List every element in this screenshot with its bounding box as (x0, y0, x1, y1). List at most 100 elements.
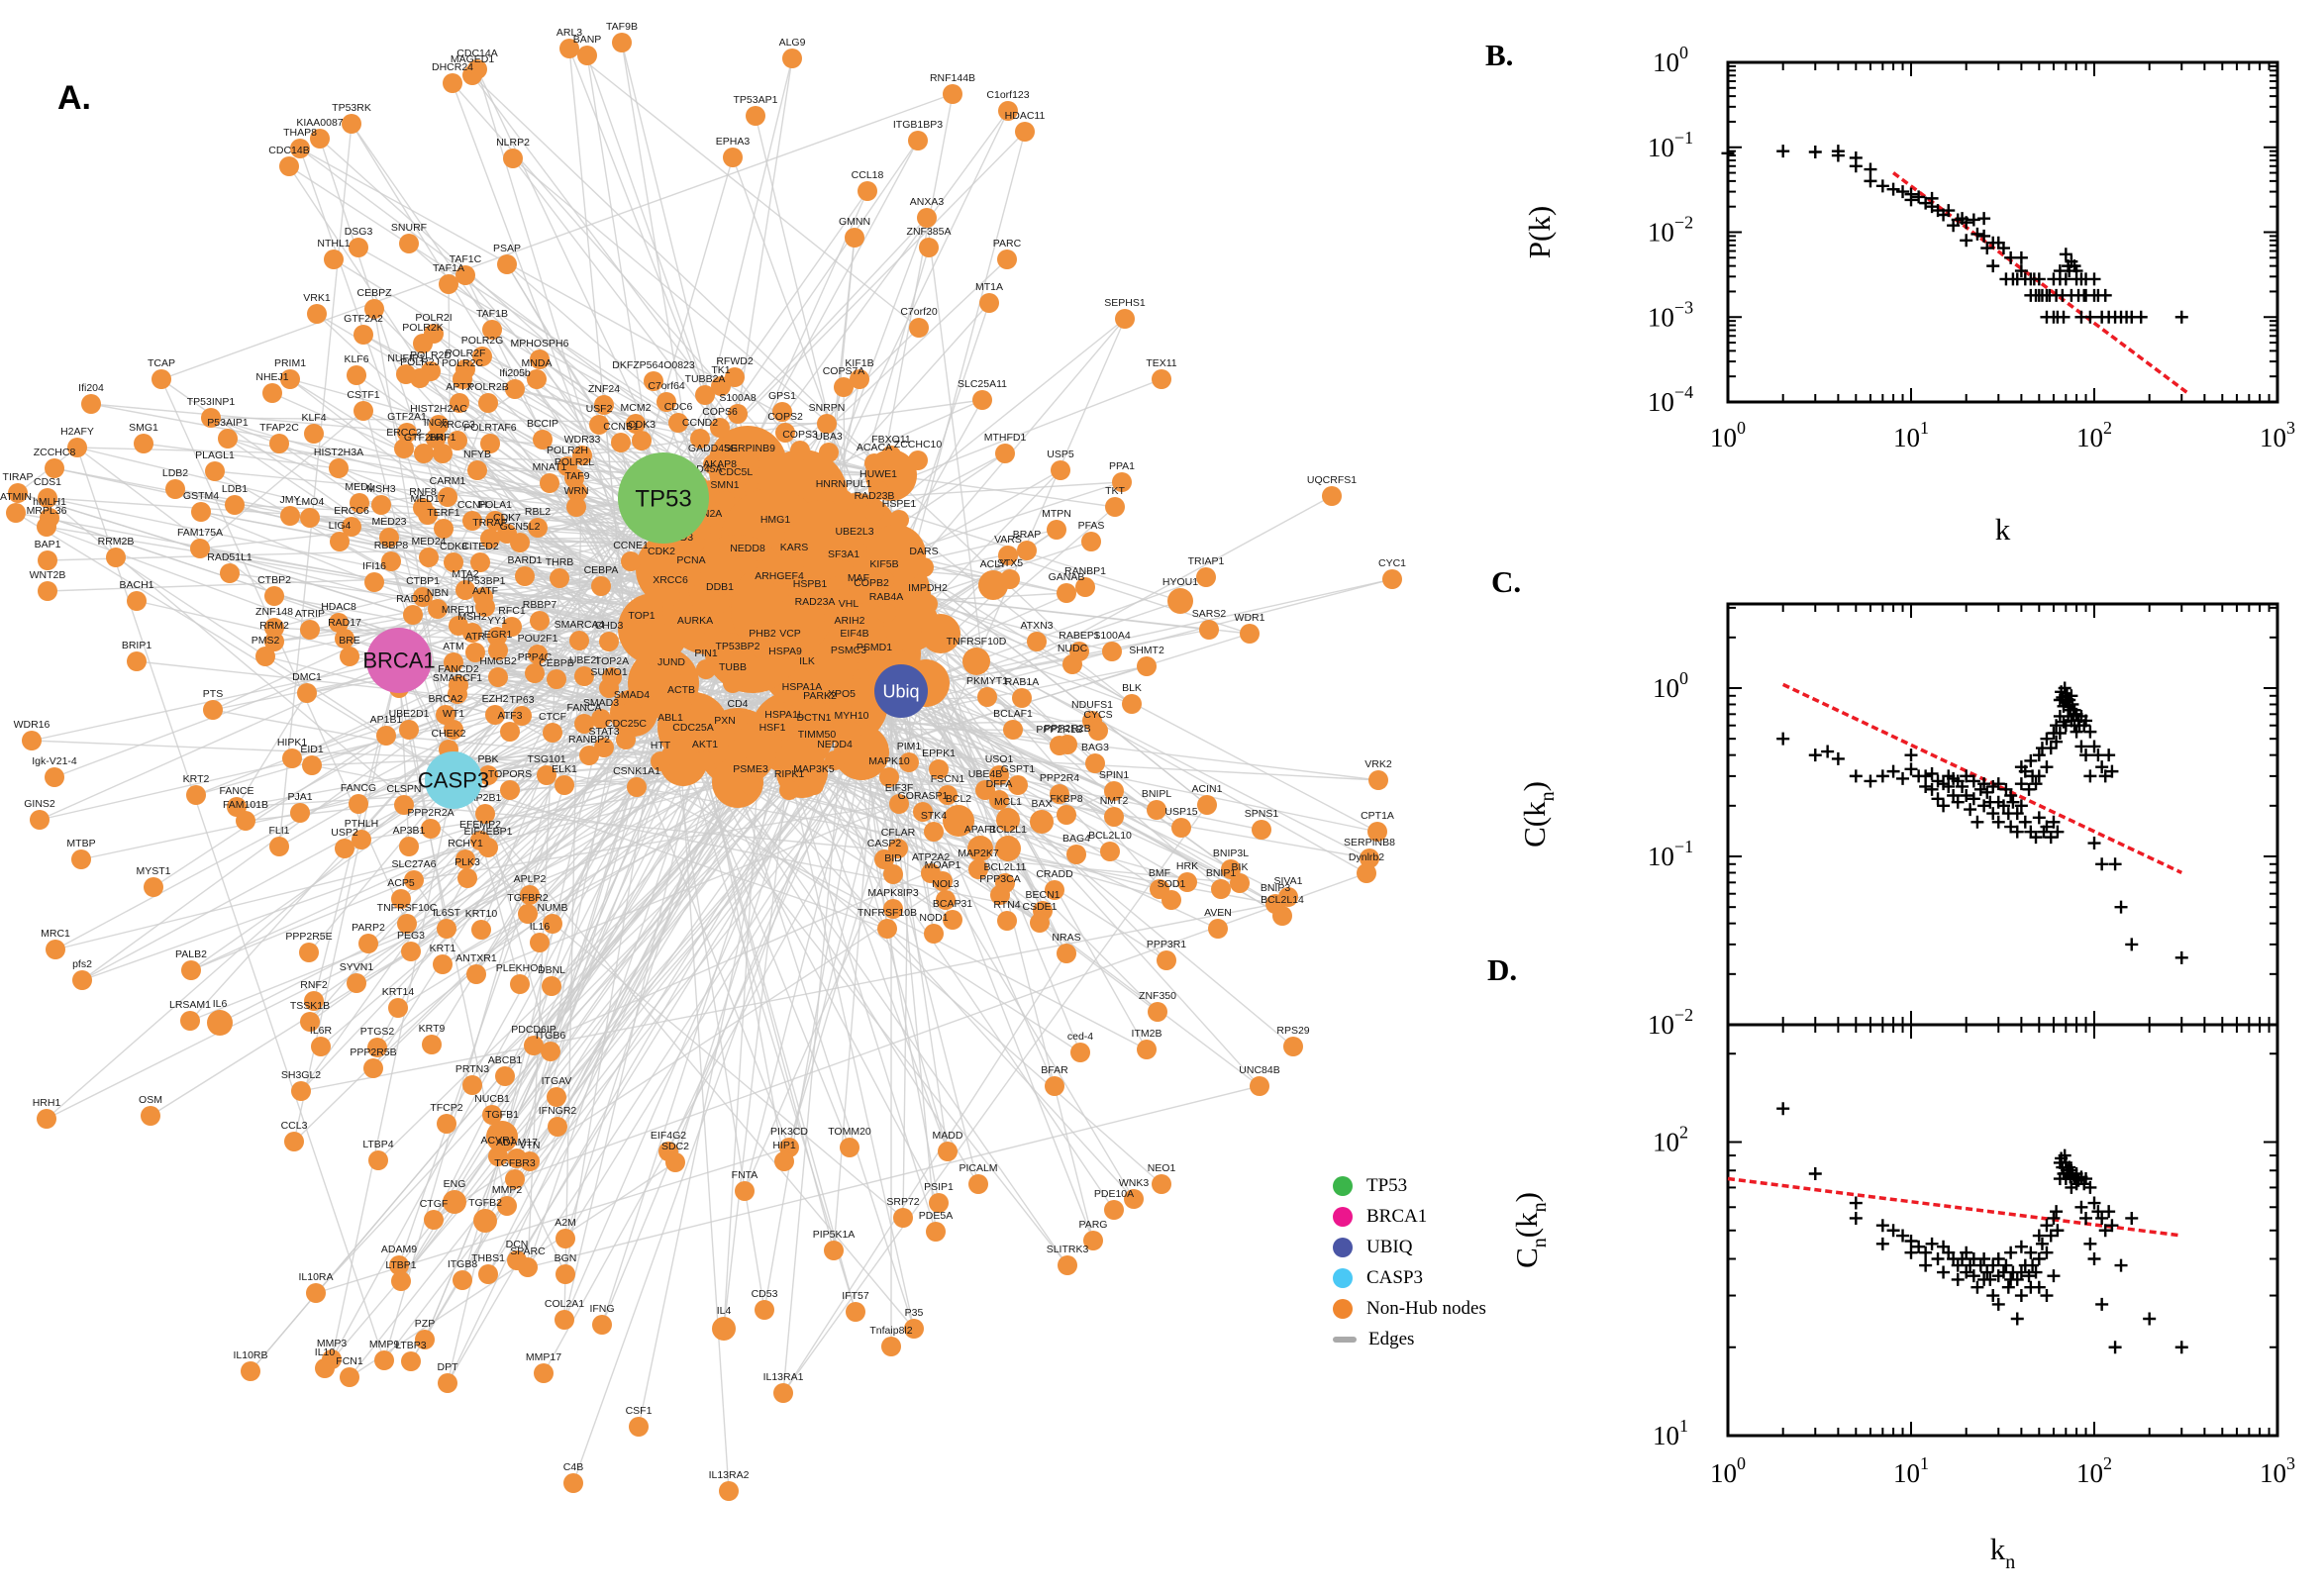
network-node-label: PIM1 (897, 741, 922, 752)
network-node-label: PLAGL1 (195, 449, 235, 461)
network-node (478, 765, 498, 785)
legend: TP53 BRCA1 UBIQ CASP3 Non-Hub nodes Edge… (1333, 1170, 1486, 1354)
network-node-label: TRRAP (472, 517, 508, 529)
network-node (1240, 624, 1260, 644)
network-node (280, 369, 300, 389)
network-node-label: TOPORS (488, 768, 532, 780)
network-node (358, 934, 378, 953)
network-node-label: CDK3 (628, 419, 656, 431)
network-node (881, 446, 901, 465)
network-node (403, 605, 423, 625)
network-node-label: MMP9 (369, 1339, 399, 1350)
network-node (482, 320, 502, 340)
network-node (715, 491, 735, 511)
network-node (436, 705, 455, 725)
network-node-label: MYH10 (834, 710, 868, 722)
y-tick-label: 101 (1653, 1416, 1688, 1450)
network-node-label: CSF1 (626, 1405, 653, 1417)
network-node-label: WDR1 (1235, 612, 1265, 624)
network-node-label: NEDD4 (817, 739, 853, 750)
network-node-label: IL13RA1 (763, 1371, 804, 1383)
network-node-label: SIVA1 (1274, 875, 1303, 887)
scatter-points (1776, 1102, 2188, 1354)
axis-tick-label: 103 (2260, 418, 2295, 452)
axis-tick-label: 102 (2076, 1453, 2112, 1488)
network-node-label: POLR2F (446, 348, 486, 359)
network-node-label: HIP1 (772, 1140, 796, 1151)
network-node-label: XRCC3 (440, 419, 475, 431)
network-node (660, 586, 680, 606)
network-node (71, 849, 91, 869)
network-node (943, 805, 974, 837)
network-node-label: pfs2 (72, 958, 92, 970)
network-node-label: DBNL (538, 964, 565, 976)
network-node (1088, 721, 1108, 741)
network-node (304, 991, 324, 1011)
network-node-label: RCHY1 (448, 838, 483, 849)
network-node (1211, 879, 1231, 899)
network-node-label: C4B (563, 1461, 583, 1473)
network-node (404, 870, 424, 890)
network-node-label: EIF4EBP1 (463, 826, 512, 838)
network-node-label: TUBB (719, 661, 747, 673)
network-node (979, 293, 999, 313)
legend-item-brca1: BRCA1 (1333, 1201, 1486, 1232)
network-node-label: TAF1C (450, 253, 482, 265)
network-node (505, 1169, 525, 1189)
network-node (840, 1138, 859, 1157)
network-node-label: BRIP1 (122, 640, 152, 651)
network-node-label: KIAA0087 (296, 117, 343, 129)
network-node (311, 1037, 331, 1056)
hub-casp3-label: CASP3 (418, 768, 489, 793)
network-node (740, 454, 759, 474)
network-node-label: BRF1 (430, 432, 456, 444)
network-node (368, 1150, 388, 1170)
network-node-label: RAD51L1 (207, 551, 252, 563)
network-node-label: RTN4 (993, 899, 1020, 911)
network-node (599, 678, 619, 698)
network-node (462, 511, 482, 531)
network-node-label: TGFB1 (485, 1109, 519, 1121)
network-node-label: ITGB6 (536, 1030, 566, 1042)
network-node-label: ENG (444, 1178, 466, 1190)
network-node (998, 546, 1018, 565)
network-node (1250, 1076, 1269, 1096)
network-node-label: WT1 (443, 708, 464, 720)
network-node-label: ATM (443, 641, 463, 652)
network-node-label: BAG4 (1062, 833, 1090, 845)
network-node-label: CDS1 (34, 476, 61, 488)
network-node (299, 943, 319, 962)
network-node-label: UBE2L3 (835, 526, 873, 538)
network-node (899, 752, 919, 772)
network-node-label: ACACA (857, 442, 892, 453)
network-node (943, 84, 962, 104)
network-node-label: DMC1 (292, 671, 322, 683)
network-node-label: HIST2H2AC (410, 403, 467, 415)
network-node (302, 755, 322, 775)
network-node-label: ARL3 (556, 27, 582, 39)
network-node (1167, 588, 1193, 614)
network-node-label: PARP2 (352, 922, 385, 934)
network-node (695, 750, 715, 770)
network-node (106, 548, 126, 567)
network-node (997, 249, 1017, 269)
network-node-label: CCL18 (852, 169, 884, 181)
network-node (482, 1105, 502, 1125)
network-node-label: ced-4 (1067, 1031, 1093, 1043)
network-node (518, 904, 538, 924)
network-node (394, 439, 414, 458)
network-node-label: AATF (472, 585, 498, 597)
network-node-label: CSTF1 (347, 389, 379, 401)
network-node-label: RBBP7 (523, 599, 557, 611)
network-node (779, 780, 799, 800)
network-node-label: POLR2K (402, 322, 443, 334)
network-node-label: SMAD3 (583, 697, 619, 709)
network-node (207, 1010, 233, 1036)
network-node-label: POLR2J (400, 356, 440, 368)
network-node-label: ZNF385A (907, 226, 952, 238)
network-node (205, 461, 225, 481)
network-node (735, 1181, 755, 1201)
network-node-label: MSH2 (457, 611, 486, 623)
network-node (413, 334, 433, 353)
